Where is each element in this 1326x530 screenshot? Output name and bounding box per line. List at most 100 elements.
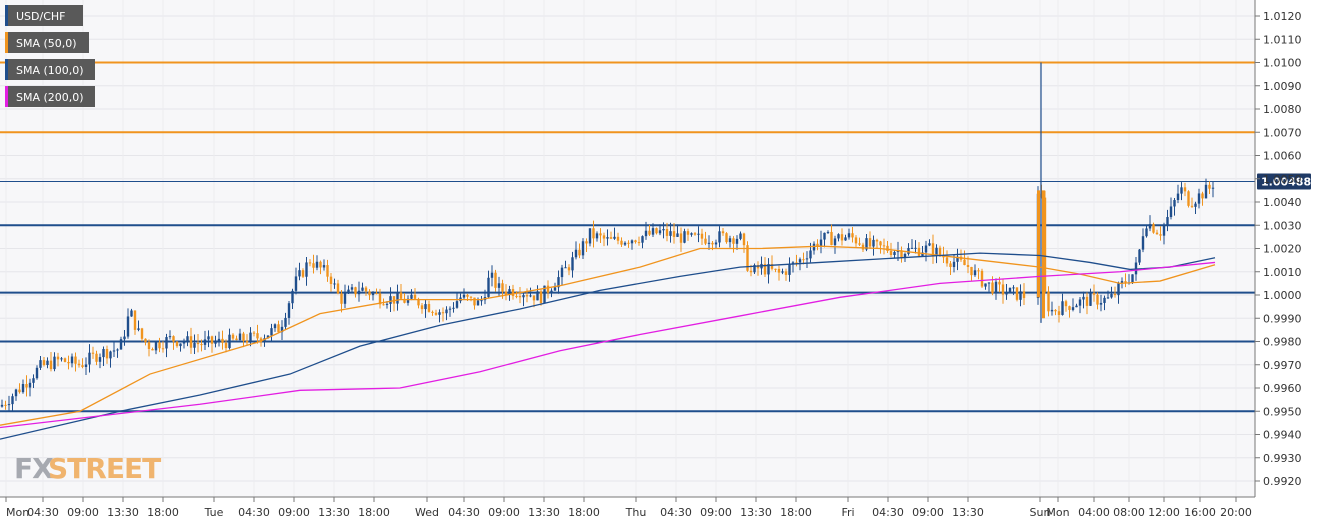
candle-body: [420, 305, 424, 310]
sma200-line: [0, 261, 1216, 429]
candle-body: [305, 262, 308, 277]
candle-body: [1057, 311, 1061, 315]
candle-body: [165, 337, 168, 349]
candle-body: [679, 233, 683, 243]
y-tick-label: 1.0050: [1263, 173, 1302, 186]
legend-item-label: SMA (100,0): [16, 64, 84, 77]
candle-body: [270, 328, 273, 336]
candle-body: [704, 238, 707, 244]
candle-body: [441, 312, 445, 314]
candle-body: [732, 238, 735, 244]
legend-color-swatch: [5, 32, 8, 53]
candle-body: [119, 339, 123, 350]
candle-body: [336, 283, 340, 294]
candle-body: [1005, 292, 1008, 295]
candle-body: [123, 336, 126, 340]
candle-body: [168, 336, 172, 338]
candle-body: [424, 304, 427, 310]
candle-body: [39, 360, 42, 368]
y-tick-label: 1.0010: [1263, 266, 1302, 279]
candle-body: [1134, 262, 1138, 275]
candle-body: [98, 357, 102, 362]
candle-body: [1089, 292, 1092, 306]
candle-body: [532, 295, 536, 301]
candle-body: [861, 244, 865, 250]
y-tick-label: 1.0060: [1263, 150, 1302, 163]
x-tick-label: 13:30: [740, 506, 772, 519]
candle-body: [14, 389, 18, 397]
candle-body: [1211, 187, 1215, 189]
x-tick-label: 18:00: [147, 506, 179, 519]
x-tick-label: 09:00: [67, 506, 99, 519]
candle-body: [74, 356, 77, 364]
candle-body: [924, 245, 928, 253]
candle-body: [1106, 297, 1110, 299]
candle-body: [903, 253, 907, 258]
candle-body: [77, 363, 81, 366]
candle-body: [266, 335, 270, 339]
candle-body: [228, 334, 231, 349]
candle-body: [837, 234, 840, 239]
candle-body: [1155, 232, 1159, 235]
candle-body: [1173, 200, 1176, 207]
candle-body: [151, 348, 154, 351]
candle-body: [886, 245, 889, 251]
candle-body: [371, 293, 375, 296]
candle-body: [410, 294, 413, 299]
candle-body: [140, 328, 144, 339]
candle-body: [1201, 193, 1204, 199]
candle-body: [669, 231, 672, 236]
candle-body: [179, 343, 182, 347]
candle-body: [378, 293, 382, 305]
legend-item-label: SMA (50,0): [16, 37, 77, 50]
candle-body: [221, 338, 224, 343]
candle-body: [189, 336, 193, 348]
candle-body: [749, 270, 753, 273]
candle-body: [84, 364, 88, 367]
last-price-label: 1.00488: [1261, 176, 1311, 189]
candle-body: [882, 245, 886, 247]
candle-body: [63, 358, 67, 362]
candle-body: [812, 243, 816, 251]
candle-body: [413, 294, 417, 299]
candle-body: [1075, 305, 1078, 308]
candle-body: [872, 239, 875, 247]
candle-body: [844, 237, 847, 241]
candle-body: [466, 294, 469, 297]
candle-body: [1166, 217, 1169, 225]
fxstreet-logo: FX STREET: [14, 452, 162, 485]
candle-body: [231, 334, 235, 339]
candle-body: [112, 350, 116, 352]
x-tick-label: 04:30: [660, 506, 692, 519]
candle-body: [53, 356, 56, 370]
spike-candle-body: [1037, 190, 1040, 298]
candle-body: [21, 384, 25, 393]
candle-body: [529, 295, 532, 297]
y-tick-label: 0.9990: [1263, 312, 1302, 325]
candle-body: [431, 311, 434, 313]
candle-body: [900, 250, 903, 258]
y-tick-label: 1.0000: [1263, 289, 1302, 302]
candle-body: [1180, 187, 1183, 194]
candle-body: [774, 268, 777, 270]
candle-body: [1064, 301, 1068, 307]
candle-body: [161, 348, 165, 350]
candle-body: [581, 241, 585, 256]
candle-body: [130, 310, 133, 317]
candle-body: [1113, 293, 1117, 296]
candle-body: [616, 236, 620, 241]
candle-body: [522, 295, 525, 298]
candle-body: [11, 396, 14, 405]
legend-color-swatch: [5, 5, 8, 26]
candle-body: [672, 231, 676, 237]
x-tick-label: 13:30: [528, 506, 560, 519]
y-tick-label: 0.9970: [1263, 359, 1302, 372]
candle-body: [966, 265, 970, 267]
candle-body: [833, 238, 837, 246]
candle-body: [154, 342, 158, 351]
candle-body: [35, 367, 39, 379]
candle-body: [560, 267, 564, 278]
candle-body: [158, 342, 161, 349]
candle-body: [368, 291, 371, 296]
